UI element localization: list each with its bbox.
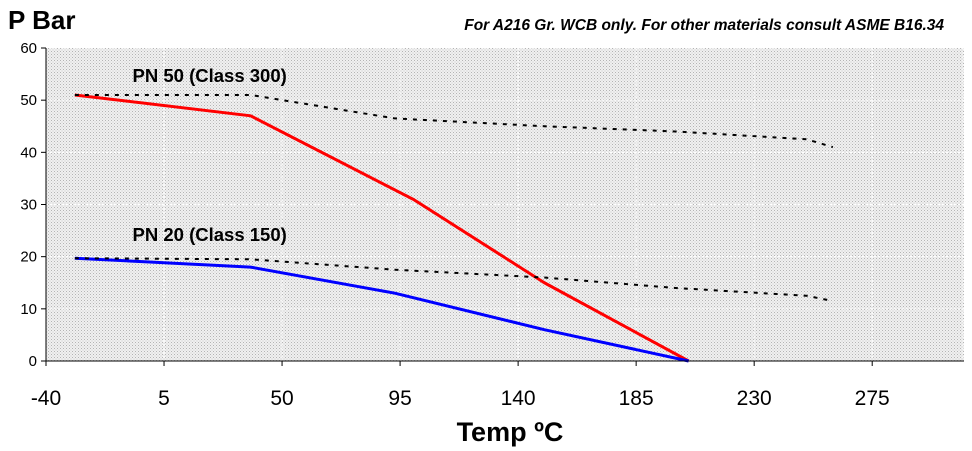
y-axis-title: P Bar bbox=[8, 5, 75, 35]
x-tick-label: 230 bbox=[737, 387, 772, 410]
y-tick-label: 30 bbox=[20, 197, 37, 214]
y-tick-label: 0 bbox=[29, 353, 37, 370]
x-tick-label: -40 bbox=[31, 387, 61, 410]
x-axis-title: Temp ºC bbox=[457, 417, 564, 447]
series-annotation: PN 20 (Class 150) bbox=[133, 224, 287, 245]
y-tick-label: 20 bbox=[20, 249, 37, 266]
series-line-0 bbox=[74, 93, 690, 363]
y-tick-label: 50 bbox=[20, 92, 37, 109]
series-line-3 bbox=[74, 257, 834, 302]
y-axis-ticks: 0 10 20 30 40 50 60 bbox=[20, 40, 46, 370]
y-tick-label: 10 bbox=[20, 301, 37, 318]
gridlines bbox=[46, 47, 964, 361]
x-tick-label: 275 bbox=[855, 387, 890, 410]
x-tick-label: 5 bbox=[158, 387, 170, 410]
x-tick-label: 140 bbox=[501, 387, 536, 410]
x-tick-label: 185 bbox=[619, 387, 654, 410]
x-axis-ticks: -40 5 50 95 140 185 230 275 bbox=[31, 361, 890, 410]
series-annotations: PN 50 (Class 300) PN 20 (Class 150) bbox=[133, 65, 287, 245]
y-tick-label: 40 bbox=[20, 144, 37, 161]
material-note: For A216 Gr. WCB only. For other materia… bbox=[464, 17, 944, 34]
series-lines bbox=[74, 93, 834, 363]
series-annotation: PN 50 (Class 300) bbox=[133, 65, 287, 86]
y-tick-label: 60 bbox=[20, 40, 37, 57]
series-line-1 bbox=[74, 256, 689, 363]
x-tick-label: 50 bbox=[270, 387, 293, 410]
series-line-2 bbox=[74, 93, 834, 149]
x-tick-label: 95 bbox=[388, 387, 411, 410]
